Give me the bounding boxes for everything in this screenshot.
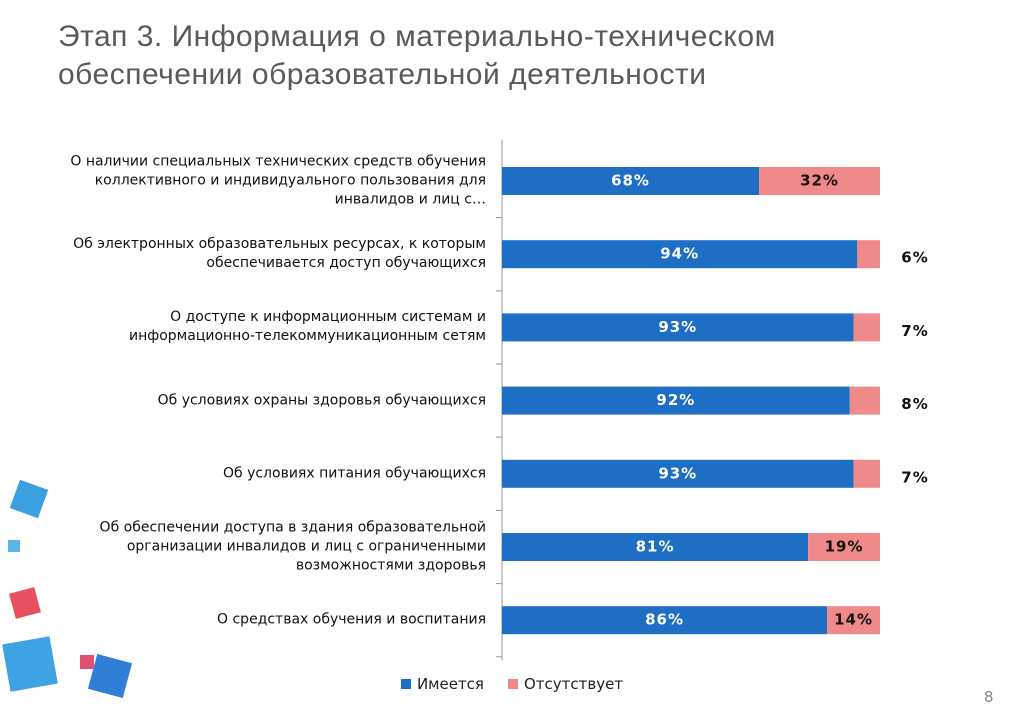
bar-segment (808, 533, 880, 561)
bar-segment (857, 240, 880, 269)
bar-segment (502, 459, 854, 488)
value-label: 8% (901, 395, 928, 413)
bar-segment (502, 167, 760, 195)
value-label: 93% (658, 318, 697, 336)
legend-swatch (507, 679, 518, 689)
value-label: 81% (636, 538, 675, 556)
legend-label: Отсутствует (523, 675, 624, 693)
category-label: О наличии специальных технических средст… (70, 153, 486, 208)
bar-segment (853, 313, 880, 342)
value-label: 7% (901, 322, 928, 340)
value-label: 14% (834, 611, 873, 629)
value-label: 68% (611, 172, 650, 190)
bar-segment (502, 240, 858, 269)
legend-item: Имеется (400, 675, 484, 693)
category-label: О доступе к информационным системам и ин… (129, 309, 486, 345)
bar-segment (853, 459, 880, 488)
value-label: 93% (658, 464, 697, 482)
decoration (2, 479, 133, 699)
bar-segment (759, 167, 880, 195)
bar-segment (502, 386, 850, 415)
bar-segment (849, 386, 880, 415)
value-label: 92% (656, 391, 695, 409)
value-label: 94% (660, 245, 699, 263)
category-label: Об условиях охраны здоровья обучающихся (157, 392, 486, 409)
bar-segment (502, 606, 828, 635)
value-label: 86% (645, 611, 684, 629)
legend-label: Имеется (416, 675, 484, 693)
slide-number: 8 (984, 688, 994, 706)
category-label: Об условиях питания обучающихся (222, 465, 486, 482)
category-label: О средствах обучения и воспитания (217, 611, 486, 628)
bar-segment (502, 313, 854, 342)
bar-segment (502, 533, 809, 561)
category-label: Об обеспечении доступа в здания образова… (99, 519, 486, 574)
value-label: 32% (800, 172, 839, 190)
legend-swatch (400, 679, 411, 689)
legend-item: Отсутствует (507, 675, 624, 693)
category-label: Об электронных образовательных ресурсах,… (73, 236, 486, 272)
value-label: 7% (901, 468, 928, 486)
slide-title: Этап 3. Информация о материально-техниче… (58, 20, 776, 91)
value-label: 19% (825, 538, 864, 556)
value-label: 6% (901, 249, 928, 267)
bar-segment (827, 606, 880, 635)
legend: Имеется Отсутствует (0, 675, 1024, 693)
